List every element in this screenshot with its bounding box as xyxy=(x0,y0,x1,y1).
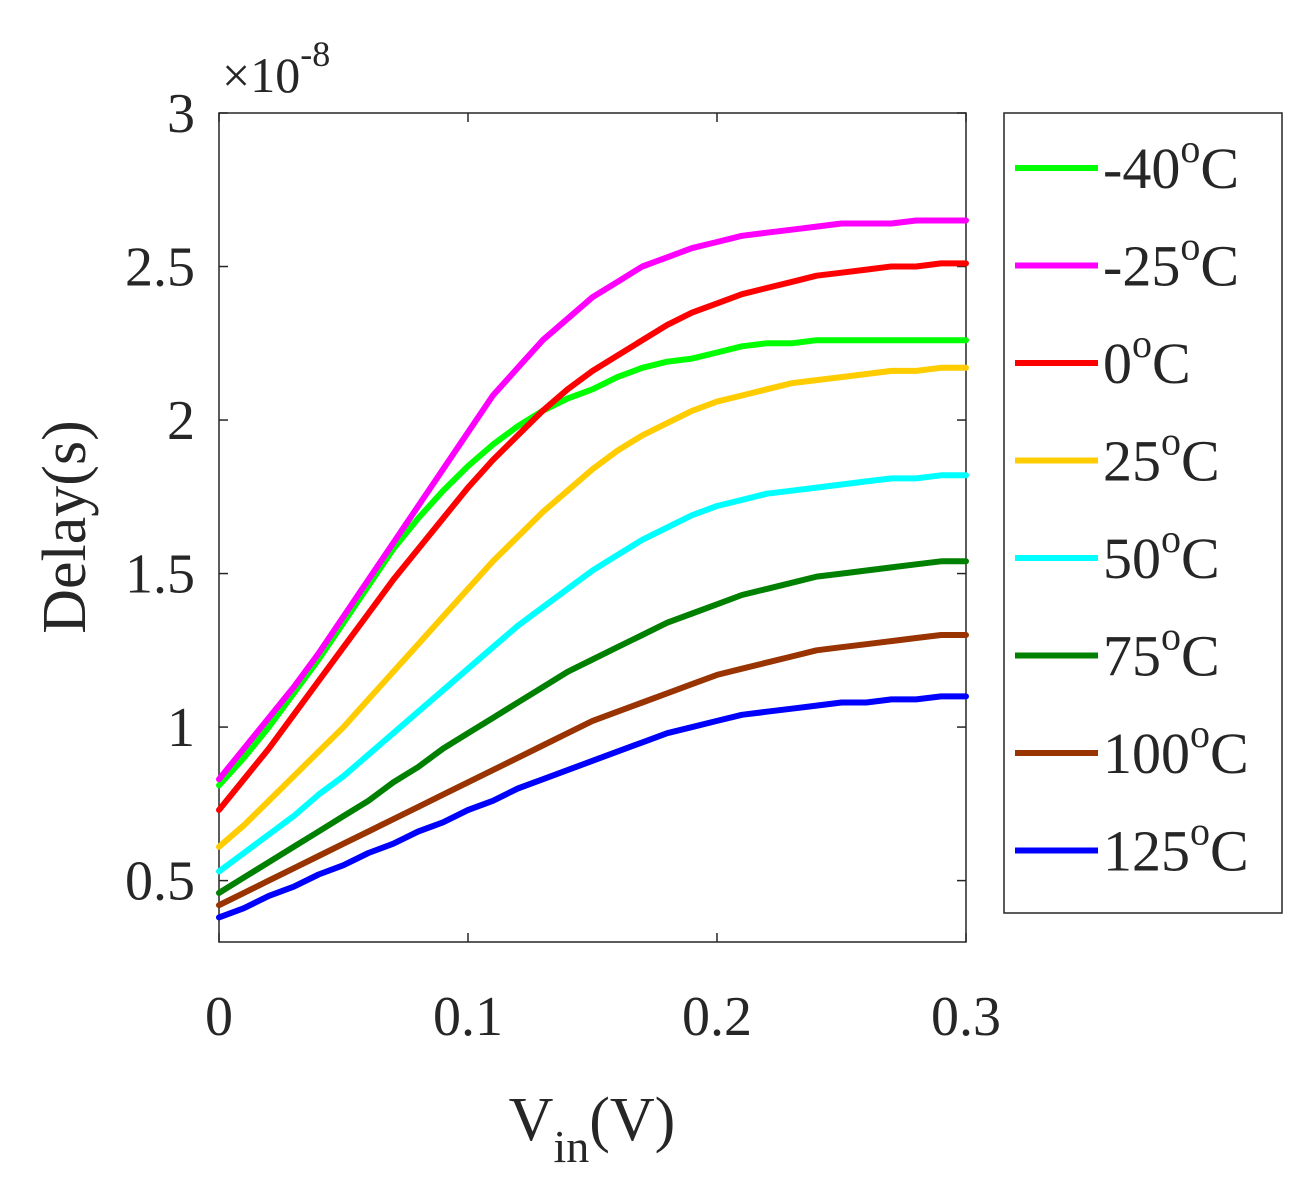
x-tick-label: 0 xyxy=(205,986,233,1048)
y-tick-label: 1.5 xyxy=(125,544,195,606)
legend-label-value: -40 xyxy=(1103,136,1180,201)
axis-ticks xyxy=(218,112,967,942)
series-lines xyxy=(216,217,969,921)
degree-symbol: o xyxy=(1132,321,1152,366)
series-line-125c xyxy=(216,693,969,921)
x-tick-label: 0.1 xyxy=(433,986,503,1048)
legend-label-unit: C xyxy=(1200,234,1239,299)
legend-label: 50oC xyxy=(1103,516,1220,591)
y-tick-label: 3 xyxy=(167,83,195,145)
x-tick-label: 0.2 xyxy=(682,986,752,1048)
series-line-100c xyxy=(216,632,969,909)
x-tick-labels: 0 0.1 0.2 0.3 xyxy=(205,986,1001,1048)
legend-label-value: 100 xyxy=(1103,721,1190,786)
legend-label-value: 75 xyxy=(1103,624,1161,689)
degree-symbol: o xyxy=(1180,224,1200,269)
legend-label: 75oC xyxy=(1103,614,1220,689)
y-multiplier-base: ×10 xyxy=(222,47,300,103)
series-line-50c xyxy=(216,472,969,875)
degree-symbol: o xyxy=(1180,126,1200,171)
y-tick-label: 2.5 xyxy=(125,237,195,299)
legend-label: 25oC xyxy=(1103,419,1220,494)
series-line-minus40c xyxy=(216,337,969,789)
legend-label-value: 0 xyxy=(1103,331,1132,396)
legend-label-unit: C xyxy=(1210,721,1249,786)
x-axis-title-subscript: in xyxy=(553,1121,589,1172)
degree-symbol: o xyxy=(1190,711,1210,756)
x-axis-title: Vin(V) xyxy=(509,1086,676,1172)
legend-label: -40oC xyxy=(1103,126,1239,201)
y-tick-labels: 0.5 1 1.5 2 2.5 3 xyxy=(125,83,195,913)
degree-symbol: o xyxy=(1190,809,1210,854)
legend-label-unit: C xyxy=(1210,819,1249,884)
legend-label: -25oC xyxy=(1103,224,1239,299)
x-axis-title-suffix: (V) xyxy=(589,1086,675,1154)
degree-symbol: o xyxy=(1161,419,1181,464)
legend-label-value: 50 xyxy=(1103,526,1161,591)
plot-area xyxy=(218,112,967,943)
series-line-minus25c xyxy=(216,217,969,783)
legend-label: 0oC xyxy=(1103,321,1191,396)
legend-label: 125oC xyxy=(1103,809,1249,884)
series-line-25c xyxy=(216,364,969,850)
x-tick-label: 0.3 xyxy=(931,986,1001,1048)
y-tick-label: 1 xyxy=(167,697,195,759)
degree-symbol: o xyxy=(1161,614,1181,659)
legend-label-unit: C xyxy=(1181,526,1220,591)
y-multiplier: ×10-8 xyxy=(222,34,330,103)
legend-label-unit: C xyxy=(1181,624,1220,689)
legend-label-unit: C xyxy=(1152,331,1191,396)
legend-label-unit: C xyxy=(1200,136,1239,201)
series-line-75c xyxy=(216,558,969,896)
y-tick-label: 2 xyxy=(167,390,195,452)
legend-label-value: 125 xyxy=(1103,819,1190,884)
legend-box xyxy=(1003,112,1283,914)
series-line-0c xyxy=(216,260,969,813)
x-axis-title-main: V xyxy=(509,1086,554,1154)
legend-label-unit: C xyxy=(1181,429,1220,494)
legend-label-value: 25 xyxy=(1103,429,1161,494)
y-axis-title: Delay(s) xyxy=(31,420,99,633)
degree-symbol: o xyxy=(1161,516,1181,561)
legend-label-value: -25 xyxy=(1103,234,1180,299)
y-tick-label: 0.5 xyxy=(125,851,195,913)
y-multiplier-exponent: -8 xyxy=(300,34,330,74)
legend-label: 100oC xyxy=(1103,711,1249,786)
